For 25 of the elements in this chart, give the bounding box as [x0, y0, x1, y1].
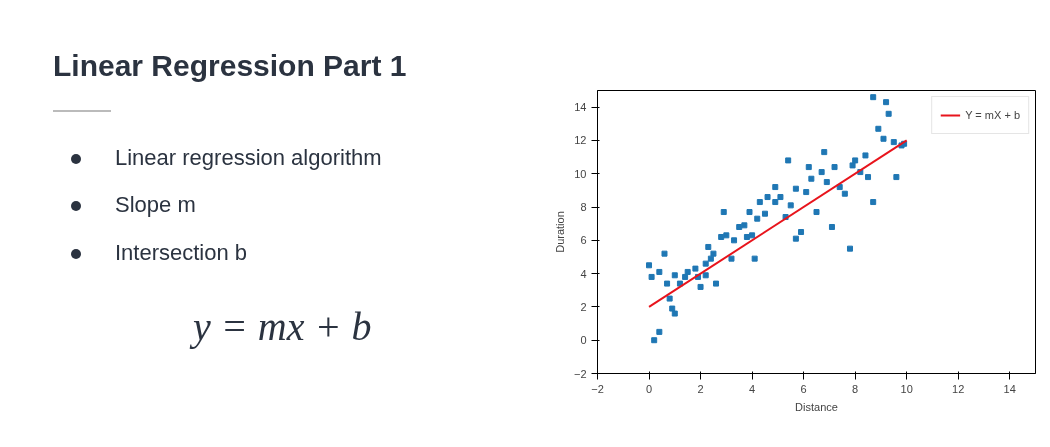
y-axis-title: Duration	[553, 211, 566, 253]
text: Linear Regression Part 1	[53, 48, 407, 84]
x-tick-label: 2	[697, 382, 704, 395]
y-tick-label: 0	[580, 334, 587, 347]
y-tick-label: 8	[580, 201, 587, 214]
text: Linear regression algorithm	[114, 143, 383, 172]
y-tick-label: −2	[573, 367, 587, 380]
x-tick-label: 4	[749, 382, 756, 395]
text: Slope m	[114, 191, 197, 220]
y-tick-label: 12	[574, 134, 587, 147]
x-axis-title: Distance	[795, 400, 838, 413]
y-tick-label: 2	[580, 300, 587, 313]
y-tick-label: 6	[580, 234, 587, 247]
x-tick-label: 0	[645, 382, 653, 395]
y-tick-label: 10	[574, 167, 587, 180]
text: Intersection b	[114, 238, 249, 267]
x-tick-label: 10	[900, 382, 913, 395]
y-tick-label: 4	[580, 267, 587, 280]
x-tick-label: 8	[852, 382, 859, 395]
x-tick-label: −2	[591, 382, 604, 395]
y-tick-label: 14	[574, 101, 587, 114]
legend-label: Y = mX + b	[965, 109, 1020, 121]
x-tick-label: 6	[800, 382, 807, 395]
x-tick-label: 12	[952, 382, 965, 395]
x-tick-label: 14	[1003, 382, 1016, 395]
